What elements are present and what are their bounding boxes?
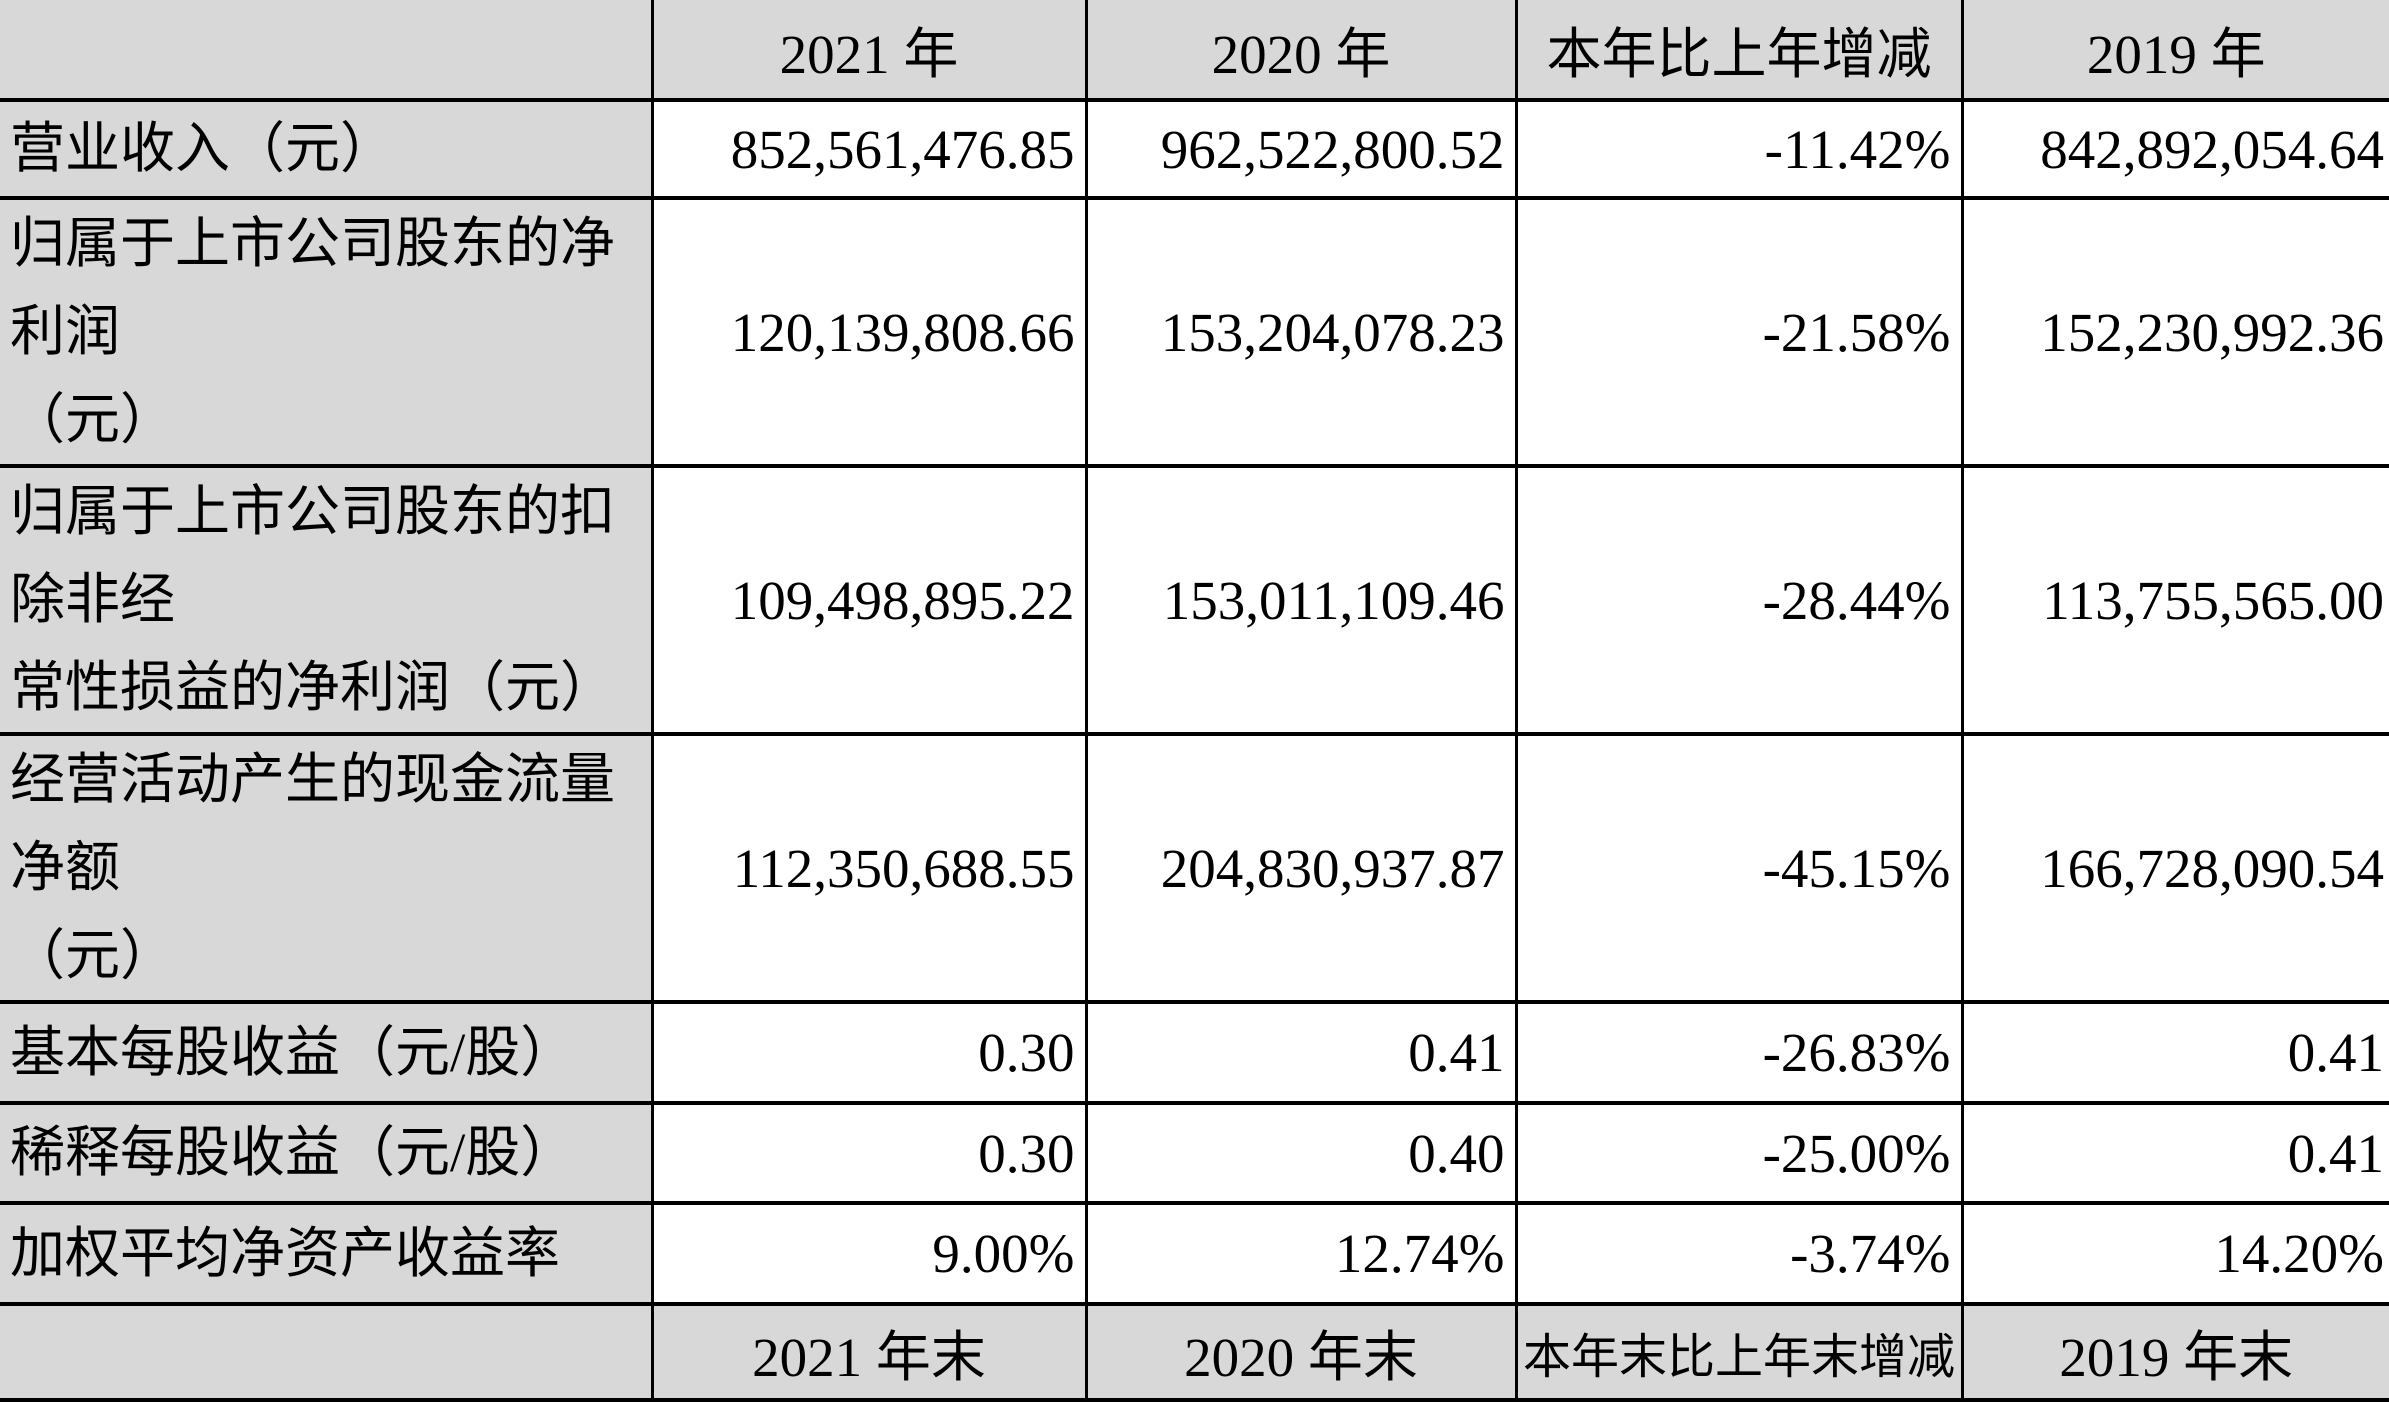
table-row-net-profit-excl-nonrecurring: 归属于上市公司股东的扣除非经 常性损益的净利润（元） 109,498,895.2… (0, 464, 2389, 736)
value-2020: 12.74% (1084, 1201, 1518, 1306)
value-2019: 113,755,565.00 (1960, 464, 2389, 736)
row-label: 归属于上市公司股东的扣除非经 常性损益的净利润（元） (0, 464, 654, 736)
value-yoy-change: -25.00% (1514, 1101, 1964, 1205)
header-corner-cell (0, 0, 654, 102)
table-row-operating-cash-flow: 经营活动产生的现金流量净额 （元） 112,350,688.55 204,830… (0, 732, 2389, 1004)
row-label: 加权平均净资产收益率 (0, 1201, 654, 1306)
value-2020: 0.41 (1084, 1000, 1518, 1105)
value-2021: 0.30 (650, 1101, 1088, 1205)
value-2019: 0.41 (1960, 1101, 2389, 1205)
value-2019: 842,892,054.64 (1960, 98, 2389, 200)
row-label: 营业收入（元） (0, 98, 654, 200)
value-2020: 962,522,800.52 (1084, 98, 1518, 200)
header-col-2019: 2019 年 (1960, 0, 2389, 102)
value-2020: 153,204,078.23 (1084, 196, 1518, 468)
table-row-net-profit: 归属于上市公司股东的净利润 （元） 120,139,808.66 153,204… (0, 196, 2389, 468)
row-label: 经营活动产生的现金流量净额 （元） (0, 732, 654, 1004)
table-footer-header-row: 2021 年末 2020 年末 本年末比上年末增减 2019 年末 (0, 1302, 2389, 1402)
value-2021: 9.00% (650, 1201, 1088, 1306)
footer-col-2021-end: 2021 年末 (650, 1302, 1088, 1402)
row-label: 稀释每股收益（元/股） (0, 1101, 654, 1205)
footer-col-yoy-end-change: 本年末比上年末增减 (1514, 1302, 1964, 1402)
footer-corner-cell (0, 1302, 654, 1402)
value-2021: 120,139,808.66 (650, 196, 1088, 468)
table-row-weighted-avg-roe: 加权平均净资产收益率 9.00% 12.74% -3.74% 14.20% (0, 1201, 2389, 1306)
value-2020: 204,830,937.87 (1084, 732, 1518, 1004)
footer-col-2019-end: 2019 年末 (1960, 1302, 2389, 1402)
value-2021: 852,561,476.85 (650, 98, 1088, 200)
table-header-row: 2021 年 2020 年 本年比上年增减 2019 年 (0, 0, 2389, 102)
value-2021: 109,498,895.22 (650, 464, 1088, 736)
table-row-revenue: 营业收入（元） 852,561,476.85 962,522,800.52 -1… (0, 98, 2389, 200)
value-yoy-change: -11.42% (1514, 98, 1964, 200)
footer-col-2020-end: 2020 年末 (1084, 1302, 1518, 1402)
value-2019: 152,230,992.36 (1960, 196, 2389, 468)
value-yoy-change: -45.15% (1514, 732, 1964, 1004)
row-label: 归属于上市公司股东的净利润 （元） (0, 196, 654, 468)
value-2020: 0.40 (1084, 1101, 1518, 1205)
table-row-basic-eps: 基本每股收益（元/股） 0.30 0.41 -26.83% 0.41 (0, 1000, 2389, 1105)
header-col-2021: 2021 年 (650, 0, 1088, 102)
header-col-yoy-change: 本年比上年增减 (1514, 0, 1964, 102)
value-2019: 0.41 (1960, 1000, 2389, 1105)
header-col-2020: 2020 年 (1084, 0, 1518, 102)
value-yoy-change: -26.83% (1514, 1000, 1964, 1105)
value-2019: 14.20% (1960, 1201, 2389, 1306)
value-2019: 166,728,090.54 (1960, 732, 2389, 1004)
value-yoy-change: -21.58% (1514, 196, 1964, 468)
value-2021: 112,350,688.55 (650, 732, 1088, 1004)
value-2020: 153,011,109.46 (1084, 464, 1518, 736)
row-label: 基本每股收益（元/股） (0, 1000, 654, 1105)
value-yoy-change: -28.44% (1514, 464, 1964, 736)
value-yoy-change: -3.74% (1514, 1201, 1964, 1306)
table-row-diluted-eps: 稀释每股收益（元/股） 0.30 0.40 -25.00% 0.41 (0, 1101, 2389, 1205)
value-2021: 0.30 (650, 1000, 1088, 1105)
